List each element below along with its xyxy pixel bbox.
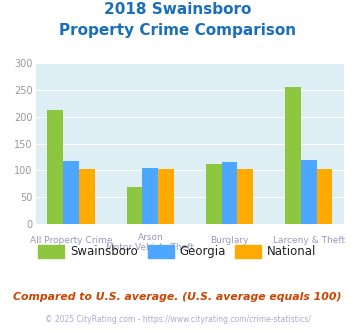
Text: Burglary: Burglary: [210, 236, 249, 245]
Bar: [317, 169, 333, 224]
Bar: [158, 169, 174, 224]
Bar: [79, 169, 95, 224]
Bar: [127, 187, 142, 224]
Text: All Property Crime: All Property Crime: [30, 236, 113, 245]
Text: Property Crime Comparison: Property Crime Comparison: [59, 23, 296, 38]
Text: Arson: Arson: [137, 233, 163, 242]
Bar: [206, 164, 222, 224]
Text: Compared to U.S. average. (U.S. average equals 100): Compared to U.S. average. (U.S. average …: [13, 292, 342, 302]
Bar: [237, 169, 253, 224]
Text: Larceny & Theft: Larceny & Theft: [273, 236, 345, 245]
Bar: [63, 161, 79, 224]
Bar: [222, 162, 237, 224]
Text: 2018 Swainsboro: 2018 Swainsboro: [104, 2, 251, 16]
Bar: [47, 110, 63, 224]
Text: © 2025 CityRating.com - https://www.cityrating.com/crime-statistics/: © 2025 CityRating.com - https://www.city…: [45, 315, 310, 324]
Text: Motor Vehicle Theft: Motor Vehicle Theft: [106, 243, 194, 251]
Bar: [301, 160, 317, 224]
Legend: Swainsboro, Georgia, National: Swainsboro, Georgia, National: [34, 240, 321, 263]
Bar: [142, 168, 158, 224]
Bar: [285, 87, 301, 224]
